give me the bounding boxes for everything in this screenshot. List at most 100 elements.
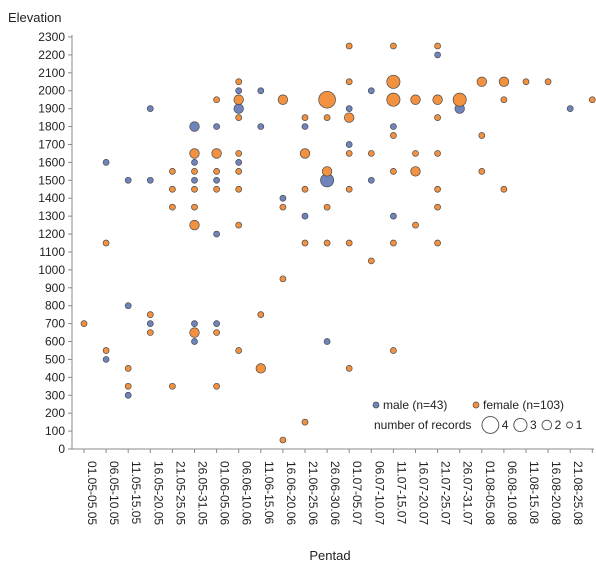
x-tick-label: 26.08-30.08 — [593, 461, 596, 525]
legend-male-label: male (n=43) — [383, 398, 447, 412]
female-data-point — [301, 114, 309, 121]
female-data-point — [318, 90, 336, 109]
female-data-point — [500, 96, 508, 104]
female-data-point — [235, 221, 243, 229]
female-data-point — [390, 347, 397, 354]
male-data-point — [191, 320, 198, 327]
male-data-point — [102, 159, 110, 166]
male-data-point — [146, 105, 154, 113]
male-data-point — [233, 103, 244, 114]
x-tick-label: 16.07-20.07 — [417, 461, 431, 525]
legend: male (n=43) female (n=103) number of rec… — [372, 398, 583, 434]
female-data-point — [279, 275, 287, 283]
y-tick-label: 2100 — [38, 66, 65, 80]
female-data-point — [235, 78, 243, 86]
female-data-point — [345, 185, 353, 193]
female-data-point — [213, 382, 220, 390]
x-tick-label: 11.07-15.07 — [394, 461, 408, 524]
male-data-point — [434, 51, 441, 59]
y-tick-label: 300 — [45, 388, 65, 402]
female-data-point — [279, 203, 287, 211]
female-data-point — [386, 92, 401, 107]
female-data-point — [478, 132, 486, 139]
female-data-point — [235, 347, 243, 354]
male-data-point — [390, 212, 397, 220]
legend-female-marker — [472, 401, 480, 409]
female-data-point — [146, 311, 154, 319]
y-tick-label: 100 — [45, 424, 65, 438]
x-tick-label: 06.07-10.07 — [372, 461, 386, 525]
female-data-point — [235, 167, 243, 175]
male-data-point — [124, 391, 132, 399]
female-data-point — [189, 219, 200, 231]
female-data-point — [189, 327, 200, 338]
female-data-point — [345, 365, 353, 372]
female-data-point — [410, 166, 421, 177]
female-data-point — [500, 185, 508, 193]
size-legend-marker — [541, 419, 553, 431]
y-tick-label: 2000 — [38, 84, 65, 98]
y-tick-label: 800 — [45, 299, 65, 313]
female-data-point — [434, 114, 441, 121]
plot-area — [80, 42, 596, 444]
female-data-point — [498, 76, 510, 87]
female-data-point — [434, 150, 441, 157]
female-data-point — [213, 167, 220, 175]
size-legend-title: number of records — [374, 418, 471, 432]
y-axis: 0 100 200 300 400 500 600 700 800 900 1000 1100 1200… — [38, 30, 72, 456]
y-tick-label: 1400 — [38, 191, 65, 205]
x-tick-label: 26.06-30.06 — [328, 461, 342, 525]
female-data-point — [169, 167, 176, 175]
male-data-point — [345, 141, 353, 148]
male-data-point — [191, 159, 198, 166]
x-tick-label: 21.06-25.06 — [306, 461, 320, 525]
y-tick-label: 500 — [45, 352, 65, 366]
size-legend-label: 2 — [555, 418, 562, 432]
female-data-point — [299, 148, 311, 159]
female-data-point — [345, 239, 353, 247]
y-tick-label: 1300 — [38, 209, 65, 223]
female-data-point — [191, 167, 198, 175]
x-tick-label: 21.05-25.05 — [173, 461, 187, 525]
x-tick-label: 01.06-05.06 — [218, 461, 232, 525]
y-tick-label: 700 — [45, 317, 65, 331]
female-data-point — [412, 150, 419, 157]
female-data-point — [235, 185, 243, 193]
male-data-point — [367, 176, 375, 184]
y-tick-label: 1000 — [38, 263, 65, 277]
x-axis: 01.05-05.05 06.05-10.05 11.05-15.05 16.05-2… — [83, 449, 596, 525]
female-data-point — [345, 150, 353, 157]
x-tick-label: 01.07-05.07 — [350, 461, 364, 525]
x-tick-label: 26.05-31.05 — [196, 461, 210, 525]
male-data-point — [124, 176, 132, 184]
female-data-point — [235, 150, 243, 157]
x-tick-label: 11.08-15.08 — [527, 461, 541, 524]
y-tick-label: 200 — [45, 406, 65, 420]
female-data-point — [277, 94, 289, 105]
male-data-point — [345, 105, 353, 113]
female-data-point — [345, 42, 353, 50]
male-data-point — [124, 302, 132, 310]
female-data-point — [588, 96, 596, 104]
female-data-point — [386, 74, 401, 89]
female-data-point — [257, 311, 265, 319]
female-data-point — [345, 78, 353, 86]
male-data-point — [323, 338, 331, 345]
x-tick-label: 16.05-20.05 — [151, 461, 165, 525]
female-data-point — [390, 167, 397, 175]
male-data-point — [257, 123, 265, 130]
female-data-point — [412, 221, 419, 229]
female-data-point — [390, 132, 397, 139]
female-data-point — [102, 239, 110, 247]
male-data-point — [146, 176, 154, 184]
size-legend-label: 1 — [576, 418, 583, 432]
female-data-point — [124, 382, 132, 390]
x-tick-label: 11.05-15.05 — [129, 461, 143, 524]
x-tick-label: 01.05-05.05 — [85, 461, 99, 525]
female-data-point — [255, 363, 266, 374]
female-data-point — [213, 96, 220, 104]
x-tick-label: 16.06-20.06 — [284, 461, 298, 525]
female-data-point — [169, 382, 176, 390]
y-tick-label: 400 — [45, 370, 65, 384]
